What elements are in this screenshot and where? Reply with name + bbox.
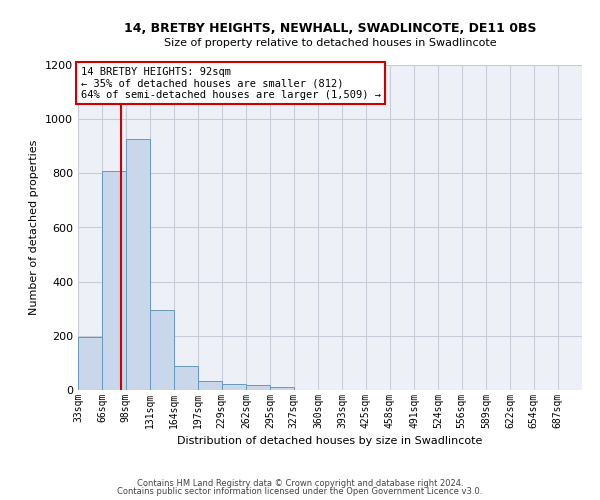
Bar xyxy=(78,337,102,390)
Text: 14 BRETBY HEIGHTS: 92sqm
← 35% of detached houses are smaller (812)
64% of semi-: 14 BRETBY HEIGHTS: 92sqm ← 35% of detach… xyxy=(80,66,380,100)
Bar xyxy=(199,380,223,390)
Y-axis label: Number of detached properties: Number of detached properties xyxy=(29,140,40,315)
Text: Contains public sector information licensed under the Open Government Licence v3: Contains public sector information licen… xyxy=(118,487,482,496)
Bar xyxy=(222,384,246,390)
X-axis label: Distribution of detached houses by size in Swadlincote: Distribution of detached houses by size … xyxy=(178,436,482,446)
Text: 14, BRETBY HEIGHTS, NEWHALL, SWADLINCOTE, DE11 0BS: 14, BRETBY HEIGHTS, NEWHALL, SWADLINCOTE… xyxy=(124,22,536,36)
Bar xyxy=(246,385,270,390)
Bar xyxy=(150,310,174,390)
Bar xyxy=(174,366,198,390)
Text: Size of property relative to detached houses in Swadlincote: Size of property relative to detached ho… xyxy=(164,38,496,48)
Bar xyxy=(271,387,294,390)
Bar xyxy=(103,170,126,390)
Text: Contains HM Land Registry data © Crown copyright and database right 2024.: Contains HM Land Registry data © Crown c… xyxy=(137,478,463,488)
Bar xyxy=(126,140,150,390)
